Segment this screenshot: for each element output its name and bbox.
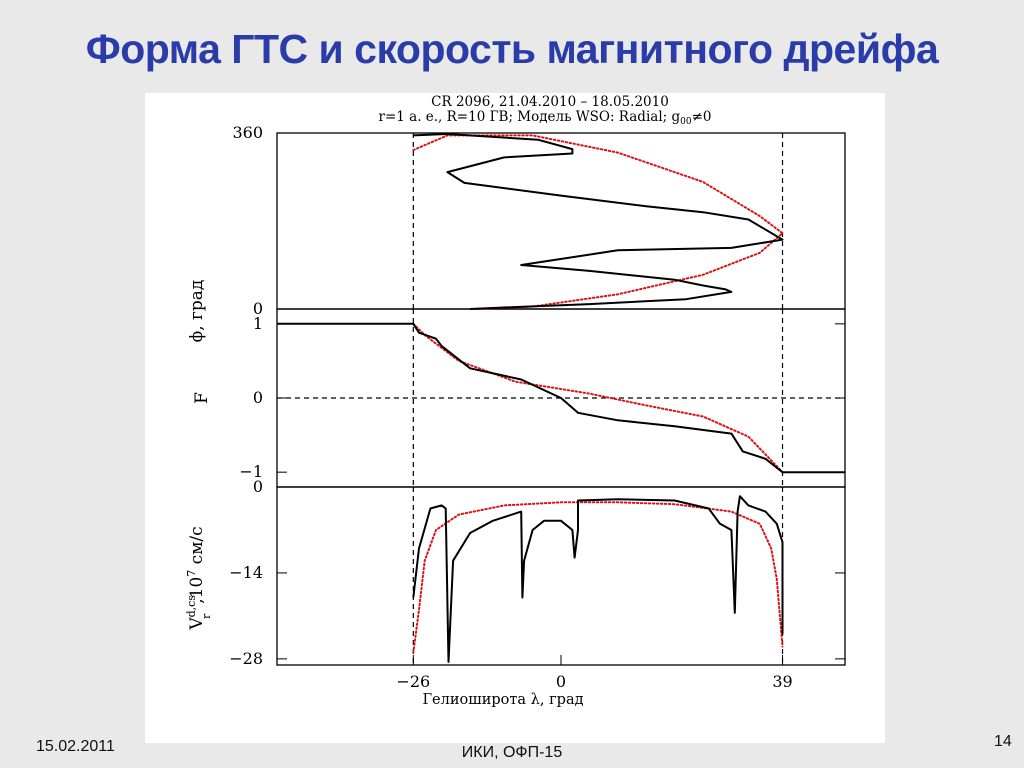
ylabel-V-pow: 7: [185, 570, 198, 577]
series: [277, 133, 845, 663]
ytick-label-V: 0: [253, 477, 263, 496]
series-red-F: [412, 322, 784, 474]
footer-date: 15.02.2011: [36, 738, 115, 755]
chart-title-line2: r=1 а. е., R=10 ГВ; Модель WSO: Radial; …: [379, 109, 712, 127]
ytick-label-F: 1: [253, 314, 263, 333]
chart-title-line1: CR 2096, 21.04.2010 – 18.05.2010: [431, 94, 669, 110]
chart-title-line2-sub: 00: [680, 117, 692, 127]
ytick-label-F: 0: [253, 388, 263, 407]
ylabel-V-unit: см/с: [187, 526, 207, 569]
series-red-V: [412, 501, 784, 654]
ylabel-V: Vd,cs r ,107 см/с: [185, 526, 213, 630]
chart-title-line2-suffix: ≠0: [692, 109, 712, 125]
ylabel-V-rest: ,10: [187, 577, 207, 604]
series-black-phi: [413, 133, 784, 310]
ylabel-V-sub: r: [200, 613, 213, 619]
chart: CR 2096, 21.04.2010 – 18.05.2010 r=1 а. …: [185, 94, 846, 708]
x-axis-label: Гелиоширота λ, град: [422, 692, 583, 708]
ylabel-V-main: V: [187, 617, 207, 631]
xtick-label: 39: [772, 672, 792, 691]
series-black-F: [277, 322, 845, 474]
panel-frame-phi: [276, 132, 846, 310]
ytick-label-V: −28: [229, 649, 263, 668]
footer-center: ИКИ, ОФП-15: [461, 744, 563, 761]
series-black-V: [412, 495, 784, 663]
figure-panel: CR 2096, 21.04.2010 – 18.05.2010 r=1 а. …: [145, 93, 885, 743]
ylabel-F: F: [192, 392, 212, 404]
ytick-label-V: −14: [229, 563, 263, 582]
series-red-phi: [412, 134, 785, 310]
ytick-label-phi: 0: [253, 299, 263, 318]
xtick-label: 0: [556, 672, 566, 691]
chart-title-line2-text: r=1 а. е., R=10 ГВ; Модель WSO: Radial; …: [379, 109, 681, 125]
ytick-label-F: −1: [239, 462, 263, 481]
ytick-label-phi: 360: [232, 123, 263, 142]
xtick-label: −26: [396, 672, 430, 691]
slide-title: Форма ГТС и скорость магнитного дрейфа: [85, 26, 939, 72]
ylabel-phi: ϕ, град: [187, 280, 207, 343]
slide-number: 14: [994, 733, 1012, 750]
panel-frame-V: [276, 486, 846, 666]
ylabel-V-sup: d,cs: [185, 595, 198, 618]
